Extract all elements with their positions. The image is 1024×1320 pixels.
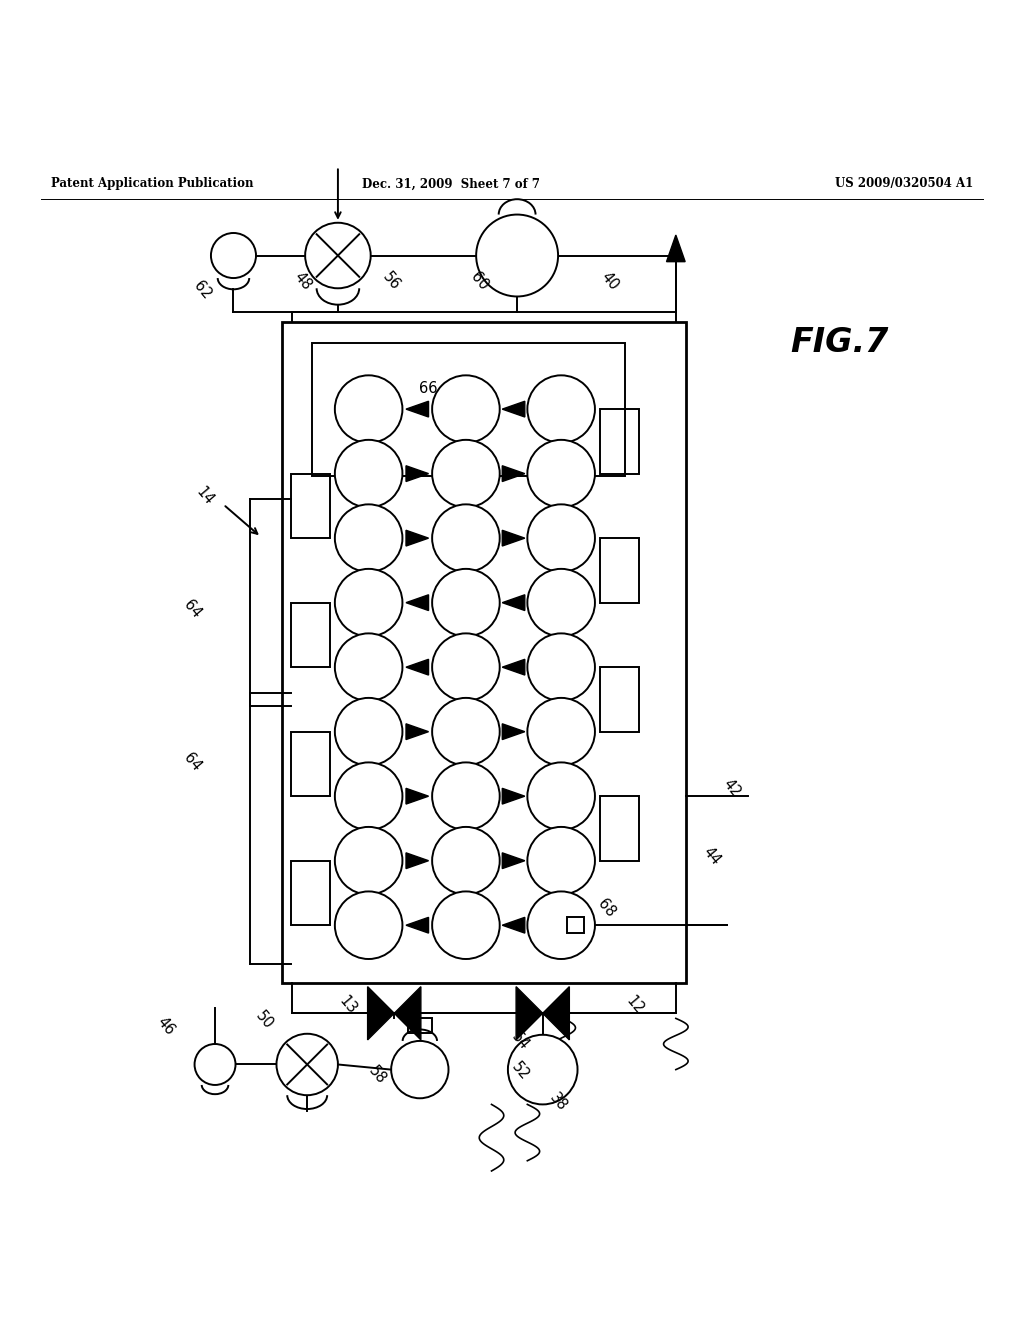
Bar (600, 796, 639, 861)
Polygon shape (667, 235, 685, 261)
Text: 60: 60 (468, 269, 490, 293)
Polygon shape (503, 659, 525, 675)
Polygon shape (406, 531, 428, 546)
Circle shape (335, 375, 402, 444)
Text: 44: 44 (700, 845, 723, 869)
Polygon shape (368, 986, 394, 1040)
Circle shape (211, 234, 256, 279)
Circle shape (432, 375, 500, 444)
Circle shape (527, 763, 595, 830)
Polygon shape (503, 917, 525, 933)
Text: 48: 48 (292, 269, 314, 293)
Polygon shape (406, 723, 428, 739)
Circle shape (391, 1041, 449, 1098)
Polygon shape (503, 723, 525, 739)
Circle shape (432, 634, 500, 701)
Circle shape (432, 569, 500, 636)
Circle shape (305, 223, 371, 288)
Text: 66: 66 (419, 381, 437, 396)
Bar (567, 917, 584, 933)
Bar (600, 409, 639, 474)
Text: 12: 12 (624, 993, 646, 1016)
Polygon shape (503, 466, 525, 482)
Text: 13: 13 (337, 993, 359, 1016)
Circle shape (432, 763, 500, 830)
Circle shape (195, 1044, 236, 1085)
Text: 68: 68 (595, 896, 617, 920)
Text: 58: 58 (366, 1063, 388, 1086)
Circle shape (335, 698, 402, 766)
Text: 42: 42 (721, 776, 743, 800)
Circle shape (276, 1034, 338, 1096)
Text: 14: 14 (194, 484, 216, 508)
Text: Dec. 31, 2009  Sheet 7 of 7: Dec. 31, 2009 Sheet 7 of 7 (361, 177, 540, 190)
Circle shape (335, 504, 402, 572)
Polygon shape (503, 853, 525, 869)
Text: 46: 46 (155, 1015, 177, 1039)
Polygon shape (406, 788, 428, 804)
Circle shape (527, 698, 595, 766)
Bar (282, 322, 686, 982)
Circle shape (432, 891, 500, 960)
Circle shape (335, 634, 402, 701)
Circle shape (335, 826, 402, 895)
Bar (408, 1019, 432, 1032)
Bar (312, 343, 625, 475)
Polygon shape (516, 986, 543, 1040)
Circle shape (527, 504, 595, 572)
Text: 56: 56 (380, 269, 402, 293)
Text: 62: 62 (191, 279, 214, 302)
Polygon shape (394, 986, 421, 1040)
Polygon shape (406, 466, 428, 482)
Circle shape (335, 569, 402, 636)
Polygon shape (406, 917, 428, 933)
Bar (291, 731, 330, 796)
Text: 40: 40 (598, 269, 621, 293)
Text: 38: 38 (547, 1090, 569, 1114)
Polygon shape (503, 595, 525, 611)
Bar (291, 603, 330, 667)
Circle shape (432, 698, 500, 766)
Bar (600, 667, 639, 731)
Text: 64: 64 (181, 597, 204, 620)
Circle shape (527, 634, 595, 701)
Text: 50: 50 (253, 1008, 275, 1032)
Text: 64: 64 (181, 751, 204, 775)
Circle shape (476, 215, 558, 297)
Circle shape (335, 891, 402, 960)
Polygon shape (543, 986, 569, 1040)
Polygon shape (503, 788, 525, 804)
Polygon shape (406, 853, 428, 869)
Circle shape (508, 1035, 578, 1105)
Bar (291, 474, 330, 539)
Text: 54: 54 (509, 1030, 531, 1053)
Polygon shape (406, 401, 428, 417)
Circle shape (432, 440, 500, 507)
Polygon shape (406, 659, 428, 675)
Polygon shape (406, 595, 428, 611)
Text: Patent Application Publication: Patent Application Publication (51, 177, 254, 190)
Text: FIG.7: FIG.7 (791, 326, 889, 359)
Bar (291, 861, 330, 925)
Circle shape (432, 826, 500, 895)
Circle shape (335, 440, 402, 507)
Circle shape (527, 826, 595, 895)
Circle shape (432, 504, 500, 572)
Circle shape (527, 440, 595, 507)
Polygon shape (503, 531, 525, 546)
Bar (600, 539, 639, 603)
Circle shape (527, 891, 595, 960)
Text: US 2009/0320504 A1: US 2009/0320504 A1 (835, 177, 973, 190)
Circle shape (335, 763, 402, 830)
Circle shape (527, 375, 595, 444)
Circle shape (527, 569, 595, 636)
Polygon shape (503, 401, 525, 417)
Text: 52: 52 (509, 1060, 531, 1084)
